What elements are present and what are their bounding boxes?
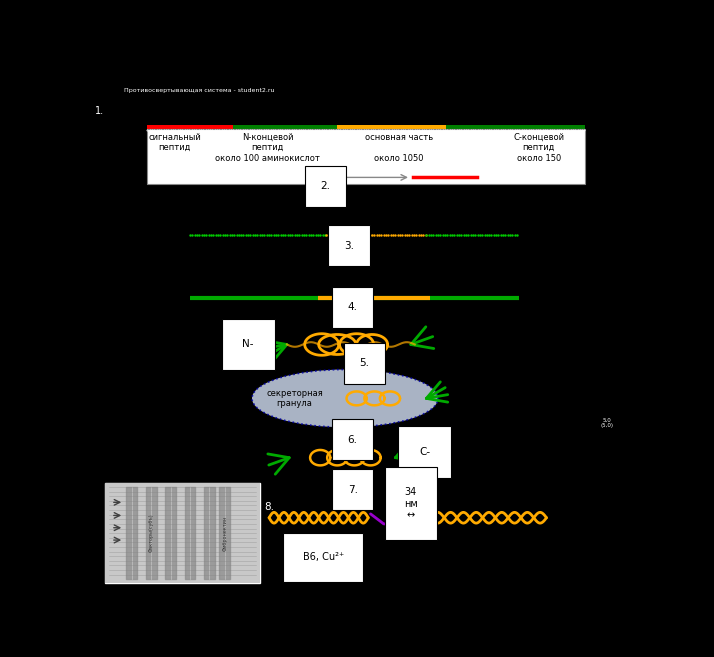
Text: Факторы(субъ): Факторы(субъ) [149,514,154,553]
Bar [337,125,446,129]
Text: 4.: 4. [348,302,358,312]
FancyBboxPatch shape [105,483,260,583]
Text: 1.: 1. [96,106,104,116]
Text: Фибронектин: Фибронектин [222,516,227,551]
Text: С-концевой
пептид
около 150: С-концевой пептид около 150 [513,133,564,162]
FancyBboxPatch shape [105,483,260,583]
FancyBboxPatch shape [147,129,585,185]
Text: сигнальный
пептид: сигнальный пептид [148,133,201,152]
Bar [446,125,585,129]
Text: 7.: 7. [348,485,358,495]
Text: С-: С- [419,447,431,457]
Text: 5,0
(5,0): 5,0 (5,0) [600,418,613,428]
Text: Противосвертывающая система - student2.ru: Противосвертывающая система - student2.r… [124,88,275,93]
Bar [147,125,233,129]
Text: основная часть

около 1050: основная часть около 1050 [365,133,433,162]
Ellipse shape [252,369,438,427]
Text: В6, Cu²⁺: В6, Cu²⁺ [303,553,344,562]
Text: 3.: 3. [344,240,354,250]
Text: 8.: 8. [264,503,274,512]
Text: 6.: 6. [348,434,358,445]
Text: 5.: 5. [359,358,369,369]
Text: 2.: 2. [321,181,331,191]
Text: 34
нм
↔: 34 нм ↔ [404,487,418,520]
Text: N-: N- [242,340,254,350]
Bar [233,125,337,129]
Text: секреторная
гранула: секреторная гранула [266,389,323,408]
Text: N-концевой
пептид
около 100 аминокислот: N-концевой пептид около 100 аминокислот [215,133,320,162]
